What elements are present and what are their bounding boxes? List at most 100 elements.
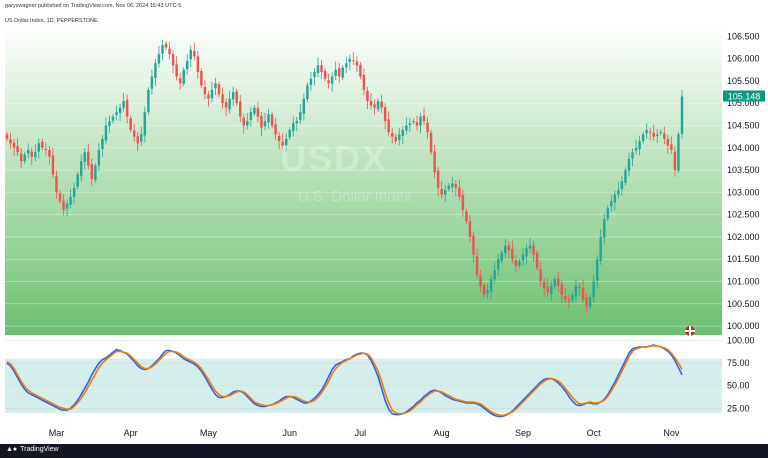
candle-body: [295, 121, 299, 124]
time-tick-label: Sep: [515, 428, 531, 438]
watermark-symbol: USDX: [280, 138, 389, 179]
candle-body: [429, 132, 433, 153]
stoch-gridlines: [5, 340, 722, 409]
candle-body: [550, 285, 553, 295]
candle-body: [79, 161, 83, 177]
candle-body: [606, 207, 610, 219]
candle-body: [362, 74, 366, 90]
candle-body: [599, 236, 602, 261]
candle-body: [30, 151, 33, 157]
price-tick-label: 101.000: [727, 277, 760, 287]
candle-body: [111, 116, 115, 121]
candle-body: [408, 123, 412, 125]
candle-body: [168, 48, 171, 55]
candle-body: [164, 43, 168, 48]
chart-svg[interactable]: 106.500 106.000 105.500 105.000 104.500 104.0…: [0, 0, 768, 444]
candle-body: [433, 151, 436, 173]
candle-body: [281, 141, 284, 146]
candle-body: [394, 136, 397, 142]
candle-body: [366, 90, 369, 101]
candle-body: [482, 285, 486, 295]
candle-body: [634, 147, 638, 151]
time-tick-label: Jul: [355, 428, 367, 438]
flag-icon: [685, 326, 695, 336]
candle-body: [55, 176, 58, 193]
price-axis: 106.500 106.000 105.500 105.000 104.500 104.0…: [727, 31, 760, 331]
candle-body: [486, 290, 489, 294]
candle-body: [41, 141, 44, 148]
publisher-text: garyswagner published on TradingView.com…: [5, 3, 182, 9]
candle-body: [242, 117, 246, 126]
candle-body: [97, 150, 101, 166]
price-tick-label: 104.500: [727, 121, 760, 131]
candle-body: [638, 141, 641, 149]
candle-body: [458, 187, 461, 197]
candle-body: [627, 158, 631, 171]
candle-body: [207, 94, 210, 99]
candle-body: [631, 152, 634, 159]
candle-body: [323, 70, 327, 79]
candle-body: [16, 146, 19, 153]
price-tick-label: 104.000: [727, 143, 760, 153]
candle-body: [387, 119, 390, 133]
price-tick-label: 102.000: [727, 232, 760, 242]
candle-body: [299, 112, 302, 120]
last-price-label-bg: [723, 90, 765, 102]
candle-body: [26, 150, 30, 154]
candle-body: [412, 121, 415, 123]
candle-body: [327, 80, 330, 84]
candle-body: [334, 69, 337, 76]
candle-body: [380, 101, 383, 108]
candle-body: [663, 133, 666, 139]
candle-body: [465, 211, 468, 222]
candle-body: [34, 152, 37, 158]
candle-body: [532, 245, 535, 255]
candle-body: [118, 107, 122, 114]
candle-body: [76, 174, 79, 187]
candle-body: [645, 129, 648, 134]
candle-body: [136, 136, 139, 144]
candle-body: [373, 104, 376, 108]
candle-body: [90, 164, 94, 179]
candle-body: [175, 64, 178, 77]
candle-body: [539, 269, 542, 282]
stoch-axis: 100.00 75.00 50.00 25.00: [727, 336, 755, 414]
candle-body: [292, 123, 295, 132]
candle-body: [235, 91, 238, 104]
time-tick-label: Nov: [663, 428, 680, 438]
candle-body: [108, 121, 111, 127]
candle-body: [224, 102, 228, 108]
price-tick-label: 101.500: [727, 254, 760, 264]
candle-body: [284, 138, 288, 146]
candle-body: [542, 281, 546, 289]
candle-body: [652, 132, 655, 137]
candle-body: [440, 188, 443, 195]
candle-body: [122, 101, 125, 108]
candle-body: [309, 78, 313, 85]
candle-body: [528, 245, 532, 249]
candle-body: [620, 181, 624, 190]
price-tick-label: 100.000: [727, 321, 760, 331]
candle-body: [200, 70, 203, 86]
candle-body: [330, 76, 334, 84]
candle-body: [390, 133, 394, 137]
candle-body: [656, 134, 659, 137]
candle-body: [376, 101, 380, 110]
candle-body: [574, 285, 578, 297]
candle-body: [659, 132, 663, 134]
candle-body: [231, 92, 235, 100]
candle-body: [680, 96, 684, 134]
candle-body: [472, 235, 475, 255]
candle-body: [567, 299, 571, 302]
candle-body: [447, 185, 450, 190]
time-tick-label: Jun: [282, 428, 297, 438]
time-tick-label: Apr: [124, 428, 138, 438]
candle-body: [69, 196, 72, 205]
stoch-tick-label: 50.00: [727, 381, 750, 391]
last-price-label: 105.148: [723, 90, 765, 102]
candle-body: [129, 118, 132, 130]
candle-body: [426, 122, 429, 133]
candle-body: [348, 58, 352, 63]
candle-body: [37, 143, 41, 152]
